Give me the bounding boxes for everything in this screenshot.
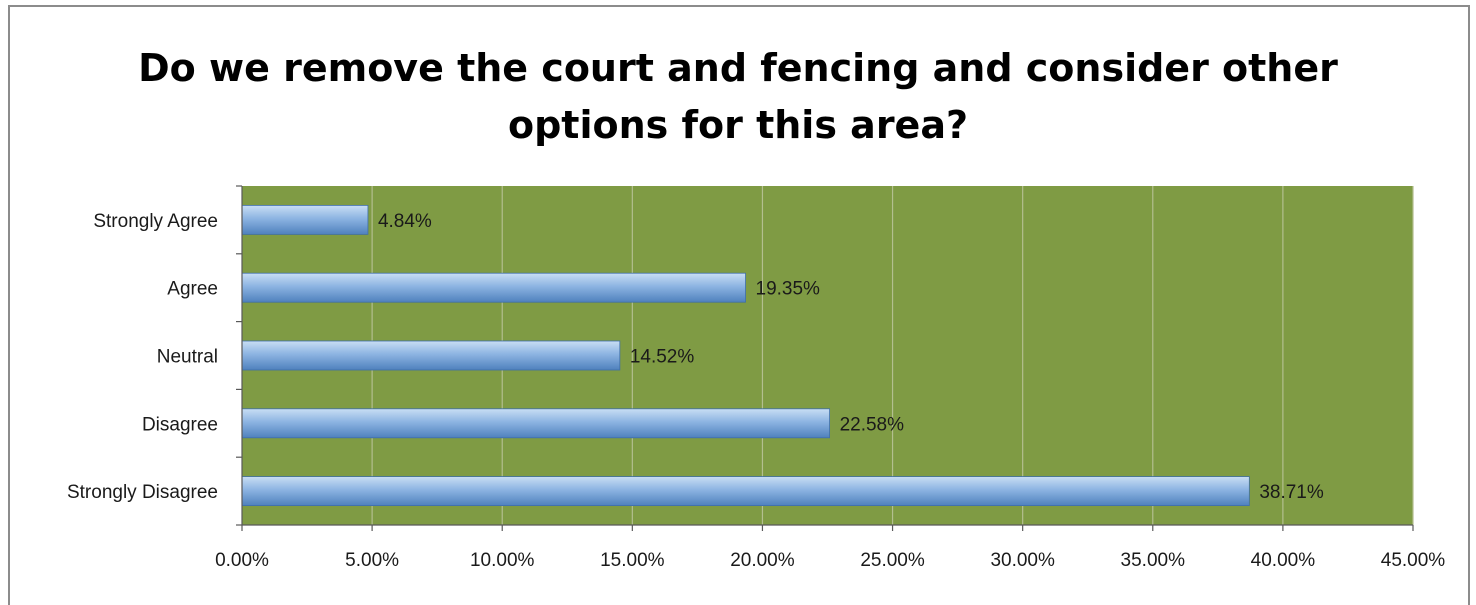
x-tick-label: 15.00% (600, 550, 665, 571)
x-tick-label: 5.00% (345, 550, 399, 571)
x-tick-label: 0.00% (215, 550, 269, 571)
x-tick-label: 25.00% (860, 550, 925, 571)
category-labels: Strongly Agree Agree Neutral Disagree Strong… (67, 211, 218, 503)
data-label: 19.35% (756, 279, 821, 300)
axes (236, 185, 1414, 531)
x-tick-label: 40.00% (1251, 550, 1316, 571)
chart-title: Do we remove the court and fencing and c… (0, 40, 1476, 154)
bar-neutral (241, 340, 621, 371)
category-label: Disagree (142, 414, 218, 435)
bar-disagree (241, 408, 830, 439)
bars (241, 204, 1250, 507)
bar-agree (241, 272, 746, 303)
bar-strongly-disagree (241, 476, 1250, 507)
x-tick-label: 20.00% (730, 550, 795, 571)
bar-chart: Strongly Agree Agree Neutral Disagree Strong… (67, 185, 1445, 571)
category-label: Agree (167, 279, 218, 300)
data-label: 4.84% (378, 211, 432, 232)
x-tick-label: 45.00% (1381, 550, 1446, 571)
x-tick-label: 10.00% (470, 550, 535, 571)
data-labels: 4.84% 19.35% 14.52% 22.58% 38.71% (378, 211, 1324, 503)
x-tick-label: 35.00% (1121, 550, 1186, 571)
x-tick-labels: 0.00% 5.00% 10.00% 15.00% 20.00% 25.00% 30.00%… (215, 550, 1445, 571)
category-label: Strongly Disagree (67, 482, 218, 503)
bar-strongly-agree (241, 204, 369, 235)
data-label: 38.71% (1259, 482, 1324, 503)
category-label: Strongly Agree (93, 211, 218, 232)
data-label: 14.52% (630, 347, 695, 368)
data-label: 22.58% (840, 414, 905, 435)
chart-title-line-1: Do we remove the court and fencing and c… (138, 46, 1338, 90)
category-label: Neutral (157, 347, 218, 368)
x-tick-label: 30.00% (990, 550, 1055, 571)
chart-title-line-2: options for this area? (507, 103, 969, 147)
